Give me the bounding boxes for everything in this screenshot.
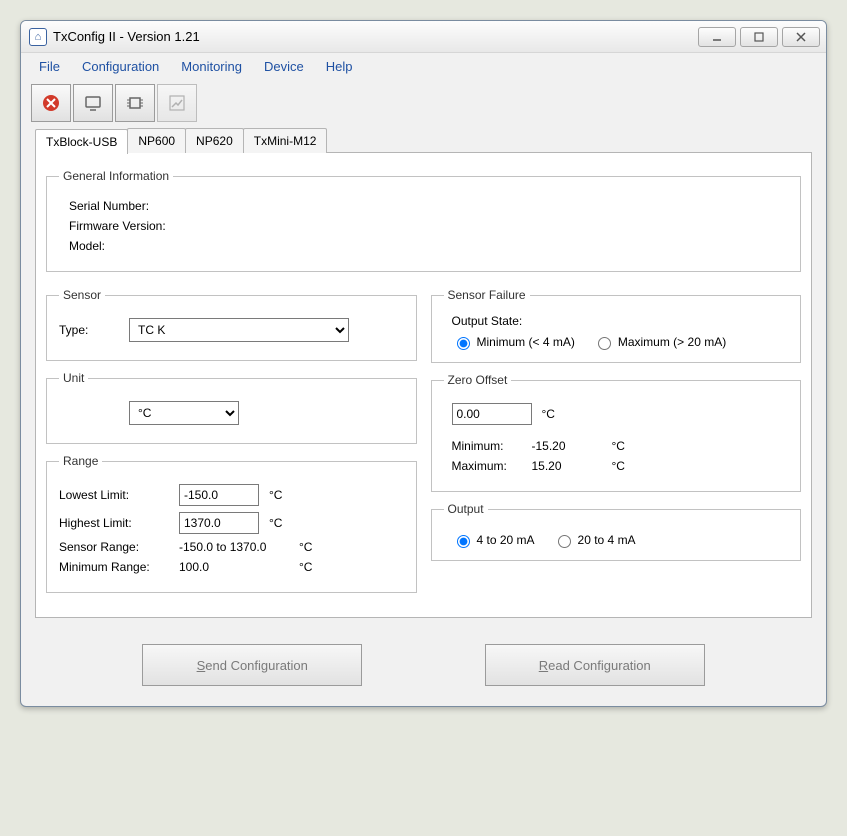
tab-txmini-m12[interactable]: TxMini-M12: [243, 128, 328, 153]
minimize-button[interactable]: [698, 27, 736, 47]
sensor-range-unit: °C: [299, 540, 329, 554]
tab-np600[interactable]: NP600: [127, 128, 186, 153]
menu-help[interactable]: Help: [316, 57, 363, 76]
window-controls: [698, 27, 820, 47]
maximize-button[interactable]: [740, 27, 778, 47]
unit-legend: Unit: [59, 371, 88, 385]
menu-configuration[interactable]: Configuration: [72, 57, 169, 76]
toolbar: [21, 80, 826, 128]
general-information-legend: General Information: [59, 169, 173, 183]
failure-max-radio[interactable]: Maximum (> 20 mA): [593, 334, 726, 350]
menu-monitoring[interactable]: Monitoring: [171, 57, 252, 76]
failure-max-radio-input[interactable]: [598, 337, 611, 350]
failure-min-radio[interactable]: Minimum (< 4 mA): [452, 334, 575, 350]
general-information-group: General Information Serial Number: Firmw…: [46, 169, 801, 272]
zero-offset-min-label: Minimum:: [452, 439, 532, 453]
toolbar-close-icon[interactable]: [31, 84, 71, 122]
read-configuration-button[interactable]: Read Configuration: [485, 644, 705, 686]
bottom-button-row: Send Configuration Read Configuration: [21, 628, 826, 706]
zero-offset-legend: Zero Offset: [444, 373, 512, 387]
zero-offset-min-unit: °C: [612, 439, 642, 453]
zero-offset-max-unit: °C: [612, 459, 642, 473]
menubar: File Configuration Monitoring Device Hel…: [21, 53, 826, 80]
output-20to4-radio-input[interactable]: [558, 535, 571, 548]
output-4to20-radio[interactable]: 4 to 20 mA: [452, 532, 535, 548]
sensor-failure-legend: Sensor Failure: [444, 288, 530, 302]
zero-offset-group: Zero Offset °C Minimum: -15.20 °C Maximu…: [431, 373, 802, 492]
output-legend: Output: [444, 502, 488, 516]
send-configuration-button[interactable]: Send Configuration: [142, 644, 362, 686]
tab-panel: General Information Serial Number: Firmw…: [35, 152, 812, 618]
zero-offset-max-label: Maximum:: [452, 459, 532, 473]
highest-limit-input[interactable]: [179, 512, 259, 534]
highest-limit-label: Highest Limit:: [59, 516, 179, 530]
minimum-range-label: Minimum Range:: [59, 560, 179, 574]
highest-limit-unit: °C: [269, 516, 299, 530]
titlebar: ⌂ TxConfig II - Version 1.21: [21, 21, 826, 53]
zero-offset-max-value: 15.20: [532, 459, 602, 473]
minimum-range-value: 100.0: [179, 560, 289, 574]
app-window: ⌂ TxConfig II - Version 1.21 File Config…: [20, 20, 827, 707]
zero-offset-unit: °C: [542, 407, 572, 421]
sensor-type-label: Type:: [59, 323, 129, 337]
sensor-group: Sensor Type: TC K: [46, 288, 417, 361]
sensor-legend: Sensor: [59, 288, 105, 302]
app-icon: ⌂: [29, 28, 47, 46]
toolbar-chip-icon[interactable]: [115, 84, 155, 122]
window-title: TxConfig II - Version 1.21: [53, 29, 698, 44]
zero-offset-input[interactable]: [452, 403, 532, 425]
tab-np620[interactable]: NP620: [185, 128, 244, 153]
tab-txblock-usb[interactable]: TxBlock-USB: [35, 129, 128, 154]
serial-number-label: Serial Number:: [69, 199, 149, 213]
lowest-limit-unit: °C: [269, 488, 299, 502]
unit-group: Unit °C: [46, 371, 417, 444]
toolbar-write-icon[interactable]: [157, 84, 197, 122]
sensor-range-label: Sensor Range:: [59, 540, 179, 554]
toolbar-monitor-icon[interactable]: [73, 84, 113, 122]
sensor-type-select[interactable]: TC K: [129, 318, 349, 342]
menu-file[interactable]: File: [29, 57, 70, 76]
sensor-failure-group: Sensor Failure Output State: Minimum (< …: [431, 288, 802, 363]
minimum-range-unit: °C: [299, 560, 329, 574]
output-4to20-radio-input[interactable]: [457, 535, 470, 548]
model-label: Model:: [69, 239, 105, 253]
unit-select[interactable]: °C: [129, 401, 239, 425]
output-group: Output 4 to 20 mA 20 to 4 mA: [431, 502, 802, 561]
range-legend: Range: [59, 454, 102, 468]
output-20to4-radio[interactable]: 20 to 4 mA: [553, 532, 636, 548]
close-button[interactable]: [782, 27, 820, 47]
range-group: Range Lowest Limit: °C Highest Limit: °C…: [46, 454, 417, 593]
lowest-limit-input[interactable]: [179, 484, 259, 506]
output-state-label: Output State:: [452, 314, 789, 328]
zero-offset-min-value: -15.20: [532, 439, 602, 453]
tabstrip: TxBlock-USB NP600 NP620 TxMini-M12: [21, 128, 826, 153]
firmware-version-label: Firmware Version:: [69, 219, 166, 233]
lowest-limit-label: Lowest Limit:: [59, 488, 179, 502]
menu-device[interactable]: Device: [254, 57, 314, 76]
sensor-range-value: -150.0 to 1370.0: [179, 540, 289, 554]
failure-min-radio-input[interactable]: [457, 337, 470, 350]
